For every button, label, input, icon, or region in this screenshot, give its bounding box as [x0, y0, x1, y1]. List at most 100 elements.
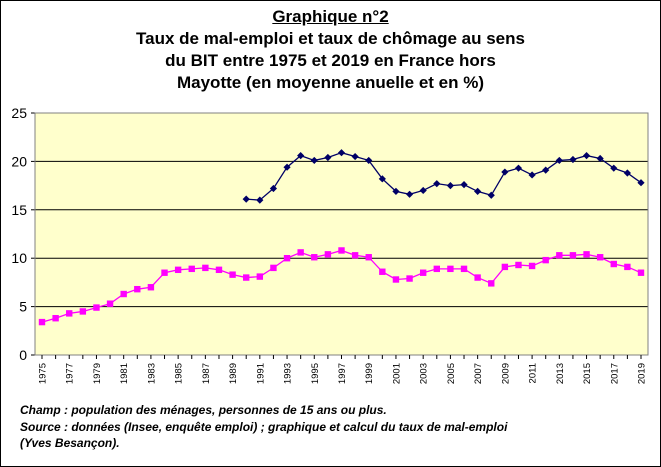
- data-point-series-2: [515, 261, 522, 269]
- data-point-series-2: [202, 264, 209, 272]
- y-tick-label: 25: [11, 105, 27, 121]
- x-tick-label: 2019: [637, 363, 648, 384]
- data-point-series-1: [637, 179, 645, 187]
- data-point-series-2: [419, 269, 427, 276]
- data-point-series-2: [569, 252, 577, 259]
- data-point-series-2: [624, 263, 631, 271]
- chart-notes: Champ : population des ménages, personne…: [20, 402, 650, 452]
- data-point-series-2: [488, 280, 495, 287]
- data-point-series-2: [406, 275, 413, 282]
- y-tick-label: 5: [19, 299, 27, 315]
- x-tick-label: 1993: [283, 363, 294, 384]
- data-point-series-1: [419, 186, 427, 195]
- data-point-series-1: [623, 169, 631, 177]
- data-point-series-2: [93, 304, 100, 311]
- data-point-series-1: [256, 196, 264, 204]
- data-point-series-1: [433, 180, 441, 188]
- y-tick-label: 20: [11, 153, 27, 169]
- data-point-series-1: [542, 166, 550, 174]
- data-point-series-1: [324, 153, 332, 162]
- data-point-series-2: [433, 265, 440, 273]
- data-point-series-2: [297, 249, 304, 256]
- x-tick-label: 2001: [391, 363, 402, 384]
- data-point-series-1: [310, 156, 318, 165]
- x-tick-label: 2007: [473, 363, 484, 384]
- data-point-series-2: [134, 285, 141, 293]
- data-point-series-1: [501, 168, 509, 176]
- x-tick-label: 2011: [528, 363, 539, 383]
- line-chart: 0 5 10 15 20 25 1975 1977 1979 1981 1983 1985 1987 19…: [11, 105, 649, 384]
- data-point-series-2: [243, 274, 250, 281]
- data-point-series-2: [596, 254, 604, 261]
- data-point-series-2: [392, 276, 400, 283]
- data-point-series-1: [337, 149, 346, 157]
- x-tick-label: 1997: [337, 363, 348, 384]
- data-point-series-2: [229, 271, 236, 278]
- x-tick-label: 1995: [310, 363, 321, 384]
- x-tick-label: 2003: [419, 363, 430, 384]
- data-point-series-1: [514, 164, 523, 172]
- y-tick-label: 10: [11, 250, 27, 266]
- data-point-series-2: [215, 266, 223, 274]
- data-point-series-2: [66, 310, 73, 317]
- data-point-series-2: [79, 308, 87, 315]
- x-tick-label: 1983: [146, 363, 157, 384]
- x-tick-label: 2005: [446, 363, 457, 384]
- data-point-series-2: [270, 264, 277, 272]
- data-point-series-1: [528, 171, 536, 179]
- data-point-series-1: [242, 195, 250, 203]
- data-point-series-2: [365, 254, 372, 261]
- data-point-series-2: [52, 315, 59, 322]
- data-point-series-2: [447, 265, 454, 273]
- data-point-series-2: [338, 247, 345, 254]
- chart-heading: Graphique n°2 Taux de mal-emploi et taux…: [0, 6, 661, 94]
- data-point-series-1: [405, 190, 414, 198]
- x-tick-label: 1981: [119, 363, 130, 384]
- data-point-series-2: [460, 265, 468, 273]
- data-point-series-2: [188, 265, 195, 273]
- data-point-series-2: [501, 263, 509, 271]
- note-source: Source : données (Insee, enquête emploi)…: [20, 419, 508, 434]
- data-point-series-2: [583, 251, 590, 258]
- data-point-series-1: [596, 154, 604, 163]
- data-point-series-1: [569, 155, 577, 164]
- x-tick-label: 2017: [609, 363, 620, 384]
- x-tick-label: 1989: [228, 363, 239, 384]
- data-point-series-2: [637, 269, 645, 276]
- x-tick-label: 1979: [92, 363, 103, 384]
- data-point-series-1: [351, 152, 359, 161]
- x-tick-label: 1999: [364, 363, 375, 384]
- data-point-series-2: [38, 318, 46, 326]
- data-point-series-2: [174, 266, 182, 274]
- data-point-series-2: [351, 252, 359, 259]
- x-tick-label: 1975: [38, 363, 49, 384]
- y-tick-label: 0: [19, 347, 27, 363]
- data-point-series-1: [365, 156, 373, 165]
- x-tick-label: 1991: [255, 363, 266, 384]
- data-point-series-1: [610, 164, 618, 172]
- chart-subtitle-line-3: Mayotte (en moyenne anuelle et en %): [176, 73, 484, 92]
- data-point-series-1: [487, 191, 495, 199]
- data-point-series-1: [446, 182, 455, 190]
- data-point-series-1: [555, 156, 563, 165]
- x-tick-label: 2009: [500, 363, 511, 384]
- data-point-series-1: [460, 181, 468, 189]
- data-point-series-1: [582, 151, 591, 160]
- data-point-series-2: [311, 254, 318, 261]
- note-author: (Yves Besançon).: [20, 436, 120, 450]
- data-point-series-1: [474, 187, 482, 196]
- data-point-series-2: [283, 255, 291, 262]
- data-point-series-1: [392, 187, 400, 196]
- chart-subtitle-line-2: du BIT entre 1975 et 2019 en France hors: [165, 51, 496, 70]
- data-point-series-2: [120, 290, 127, 298]
- data-point-series-1: [378, 175, 386, 183]
- x-tick-label: 1985: [174, 363, 185, 384]
- note-scope: Champ : population des ménages, personne…: [20, 403, 387, 417]
- chart-subtitle-line-1: Taux de mal-emploi et taux de chômage au…: [136, 29, 525, 48]
- y-tick-label: 15: [11, 202, 27, 218]
- data-point-series-1: [269, 184, 278, 193]
- data-point-series-1: [297, 151, 305, 160]
- data-point-series-2: [106, 300, 114, 307]
- data-point-series-2: [528, 262, 536, 270]
- x-tick-label: 1977: [65, 363, 76, 384]
